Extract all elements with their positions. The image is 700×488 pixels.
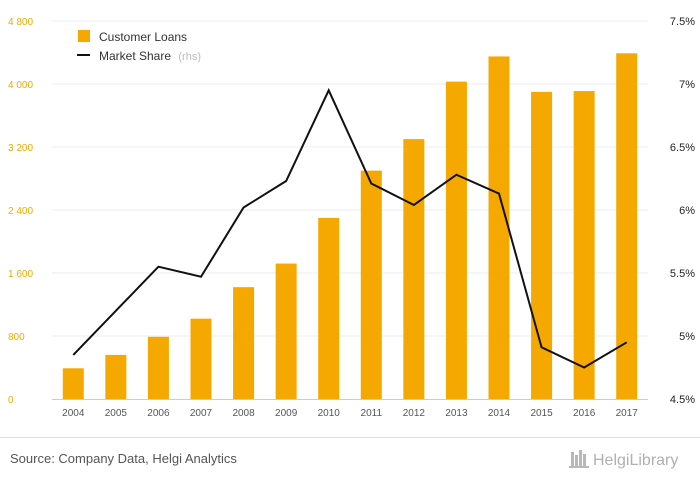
y-right-tick-label: 5% <box>679 331 695 343</box>
y-right-tick-label: 7% <box>679 79 695 91</box>
x-tick-label: 2010 <box>318 408 341 419</box>
x-tick-label: 2007 <box>190 408 213 419</box>
y-right-tick-label: 7.5% <box>670 16 695 28</box>
y-left-tick-label: 2 400 <box>8 206 33 217</box>
x-tick-label: 2008 <box>232 408 255 419</box>
y-left-tick-label: 0 <box>8 395 14 406</box>
y-left-tick-label: 4 800 <box>8 17 33 28</box>
x-tick-label: 2014 <box>488 408 511 419</box>
x-tick-label: 2016 <box>573 408 596 419</box>
bar-customer-loans <box>233 287 255 399</box>
x-tick-label: 2004 <box>62 408 85 419</box>
x-tick-label: 2005 <box>105 408 128 419</box>
bar-customer-loans <box>62 368 84 399</box>
bar-customer-loans <box>616 53 638 399</box>
x-tick-label: 2006 <box>147 408 170 419</box>
y-right-tick-label: 4.5% <box>670 394 695 406</box>
left-axis: 0 800 1 600 2 400 3 200 4 000 4 800 <box>8 17 33 406</box>
x-axis: 2004 2005 2006 2007 2008 2009 2010 2011 2012 2013… <box>62 408 638 419</box>
y-right-tick-label: 6% <box>679 205 695 217</box>
x-tick-label: 2015 <box>530 408 553 419</box>
bar-customer-loans <box>147 336 169 399</box>
bars <box>62 53 638 400</box>
library-icon <box>569 450 589 468</box>
bar-customer-loans <box>531 91 553 399</box>
bar-customer-loans <box>573 91 595 400</box>
brand-name: HelgiLibrary <box>593 452 678 469</box>
right-axis: 4.5% 5% 5.5% 6% 6.5% 7% 7.5% <box>670 16 695 406</box>
legend-label-market-share: Market Share (rhs) <box>99 49 201 63</box>
y-left-tick-label: 1 600 <box>8 269 33 280</box>
legend: Customer Loans Market Share (rhs) <box>77 30 201 63</box>
market-share-line <box>72 87 628 369</box>
legend-market-share-name: Market Share <box>99 49 171 63</box>
x-tick-label: 2017 <box>616 408 639 419</box>
bar-customer-loans <box>190 318 212 399</box>
y-left-tick-label: 3 200 <box>8 143 33 154</box>
bar-customer-loans <box>275 263 297 399</box>
bar-customer-loans <box>445 81 467 399</box>
grid <box>52 20 648 400</box>
bar-customer-loans <box>360 170 382 399</box>
legend-swatch-customer-loans <box>78 30 90 42</box>
x-tick-label: 2012 <box>403 408 426 419</box>
x-tick-label: 2011 <box>361 408 383 419</box>
y-right-tick-label: 5.5% <box>670 268 695 280</box>
bar-customer-loans <box>105 354 127 399</box>
y-right-tick-label: 6.5% <box>670 142 695 154</box>
brand-logo: HelgiLibrary <box>569 450 678 469</box>
legend-market-share-suffix: (rhs) <box>178 51 201 63</box>
y-left-tick-label: 800 <box>8 332 25 343</box>
legend-label-customer-loans: Customer Loans <box>99 30 187 44</box>
x-tick-label: 2013 <box>445 408 468 419</box>
bar-customer-loans <box>403 139 425 399</box>
source-text: Source: Company Data, Helgi Analytics <box>10 451 237 466</box>
bar-customer-loans <box>488 56 510 399</box>
y-left-tick-label: 4 000 <box>8 80 33 91</box>
bar-customer-loans <box>318 217 340 399</box>
x-tick-label: 2009 <box>275 408 298 419</box>
